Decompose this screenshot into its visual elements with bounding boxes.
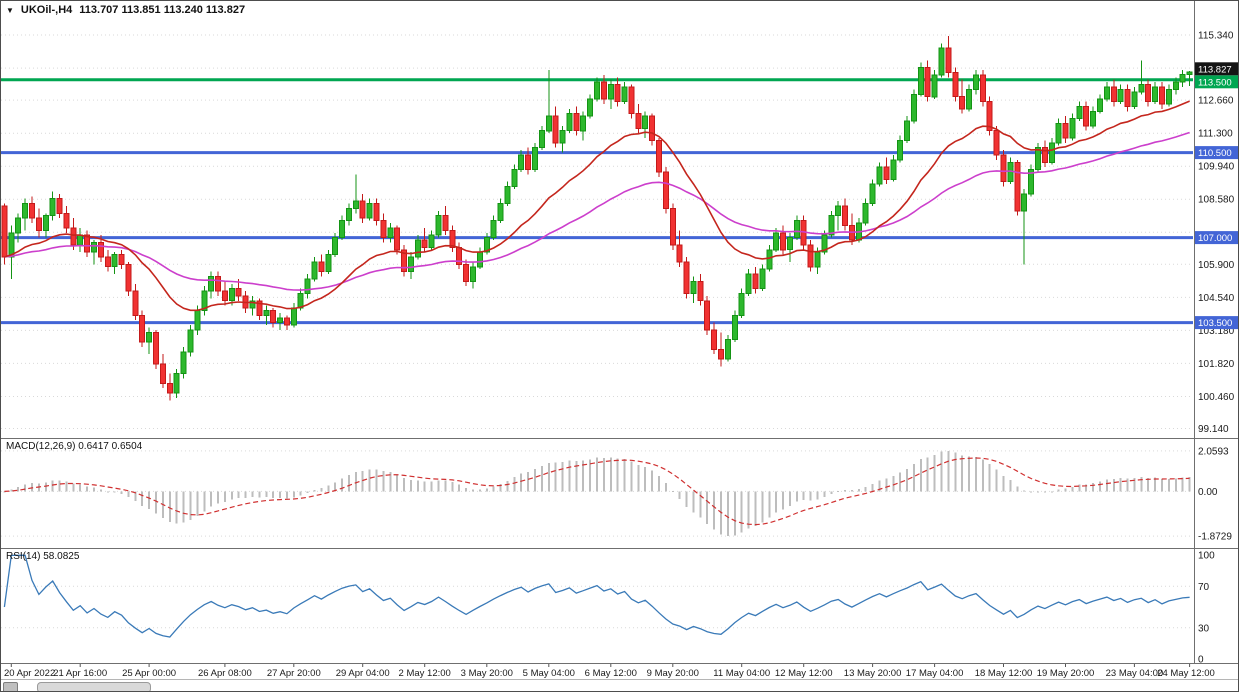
- svg-text:11 May 04:00: 11 May 04:00: [713, 668, 770, 679]
- svg-text:115.340: 115.340: [1198, 31, 1234, 42]
- horizontal-level-lines: [1, 78, 1193, 325]
- ma-slow-line: [4, 131, 1190, 291]
- svg-text:24 May 12:00: 24 May 12:00: [1157, 668, 1215, 679]
- svg-text:30: 30: [1198, 623, 1210, 634]
- svg-text:104.540: 104.540: [1198, 293, 1235, 304]
- svg-text:101.820: 101.820: [1198, 359, 1235, 370]
- ma-fast-line: [4, 100, 1190, 312]
- svg-text:25 Apr 00:00: 25 Apr 00:00: [122, 668, 176, 679]
- macd-histogram: [3, 450, 1191, 537]
- scrollbar-thumb[interactable]: [37, 682, 151, 691]
- svg-text:5 May 04:00: 5 May 04:00: [523, 668, 575, 679]
- svg-text:112.660: 112.660: [1198, 96, 1234, 107]
- svg-text:29 Apr 04:00: 29 Apr 04:00: [336, 668, 390, 679]
- svg-text:17 May 04:00: 17 May 04:00: [906, 668, 964, 679]
- svg-text:13 May 20:00: 13 May 20:00: [844, 668, 902, 679]
- macd-axis-labels: 2.0593 0.00 -1.8729: [1198, 446, 1232, 542]
- rsi-line: [3, 554, 1190, 638]
- svg-text:23 May 04:00: 23 May 04:00: [1106, 668, 1164, 679]
- svg-text:107.000: 107.000: [1198, 233, 1232, 244]
- svg-text:105.900: 105.900: [1198, 260, 1235, 271]
- svg-text:-1.8729: -1.8729: [1198, 532, 1232, 543]
- svg-text:0: 0: [1198, 654, 1204, 665]
- price-tags: 113.500 110.500 107.000 103.500 113.827: [1195, 62, 1238, 330]
- svg-text:113.500: 113.500: [1198, 77, 1232, 88]
- svg-text:2.0593: 2.0593: [1198, 446, 1229, 457]
- scroll-left-button[interactable]: [3, 682, 18, 691]
- svg-text:113.827: 113.827: [1198, 64, 1232, 75]
- svg-text:3 May 20:00: 3 May 20:00: [461, 668, 513, 679]
- svg-text:9 May 20:00: 9 May 20:00: [647, 668, 699, 679]
- svg-text:2 May 12:00: 2 May 12:00: [399, 668, 451, 679]
- svg-text:99.140: 99.140: [1198, 424, 1229, 435]
- svg-text:111.300: 111.300: [1198, 129, 1233, 140]
- svg-text:100.460: 100.460: [1198, 392, 1235, 403]
- svg-text:27 Apr 20:00: 27 Apr 20:00: [267, 668, 321, 679]
- svg-text:19 May 20:00: 19 May 20:00: [1037, 668, 1095, 679]
- svg-text:26 Apr 08:00: 26 Apr 08:00: [198, 668, 252, 679]
- svg-text:70: 70: [1198, 582, 1210, 593]
- bottom-scrollbar: [1, 680, 1238, 691]
- svg-text:12 May 12:00: 12 May 12:00: [775, 668, 833, 679]
- rsi-axis-labels: 100 70 30 0: [1198, 551, 1215, 666]
- svg-text:6 May 12:00: 6 May 12:00: [585, 668, 637, 679]
- svg-text:0.00: 0.00: [1198, 487, 1218, 498]
- svg-text:108.580: 108.580: [1198, 195, 1235, 206]
- svg-text:20 Apr 2022: 20 Apr 2022: [4, 668, 55, 679]
- svg-text:103.500: 103.500: [1198, 318, 1232, 329]
- candles-layer: [1, 36, 1193, 401]
- svg-text:21 Apr 16:00: 21 Apr 16:00: [53, 668, 107, 679]
- macd-signal-line: [4, 457, 1190, 526]
- svg-text:100: 100: [1198, 551, 1215, 562]
- price-axis-labels: 115.340 112.660 111.300 109.940 108.580 105.9…: [1198, 31, 1235, 436]
- svg-text:109.940: 109.940: [1198, 162, 1235, 173]
- svg-text:103.180: 103.180: [1198, 326, 1235, 337]
- svg-text:18 May 12:00: 18 May 12:00: [975, 668, 1033, 679]
- svg-text:110.500: 110.500: [1198, 148, 1232, 159]
